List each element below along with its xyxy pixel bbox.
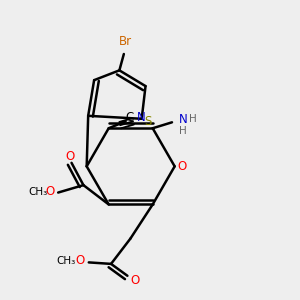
Text: N: N bbox=[179, 113, 188, 126]
Text: O: O bbox=[178, 160, 187, 173]
Text: O: O bbox=[65, 150, 75, 163]
Text: O: O bbox=[75, 254, 85, 267]
Text: H: H bbox=[189, 114, 197, 124]
Text: CH₃: CH₃ bbox=[28, 187, 48, 197]
Text: H: H bbox=[179, 126, 187, 136]
Text: N: N bbox=[137, 111, 146, 124]
Text: S: S bbox=[145, 115, 152, 128]
Text: CH₃: CH₃ bbox=[57, 256, 76, 266]
Text: C: C bbox=[125, 111, 133, 124]
Text: Br: Br bbox=[119, 35, 132, 48]
Text: O: O bbox=[45, 185, 55, 199]
Text: O: O bbox=[130, 274, 140, 287]
